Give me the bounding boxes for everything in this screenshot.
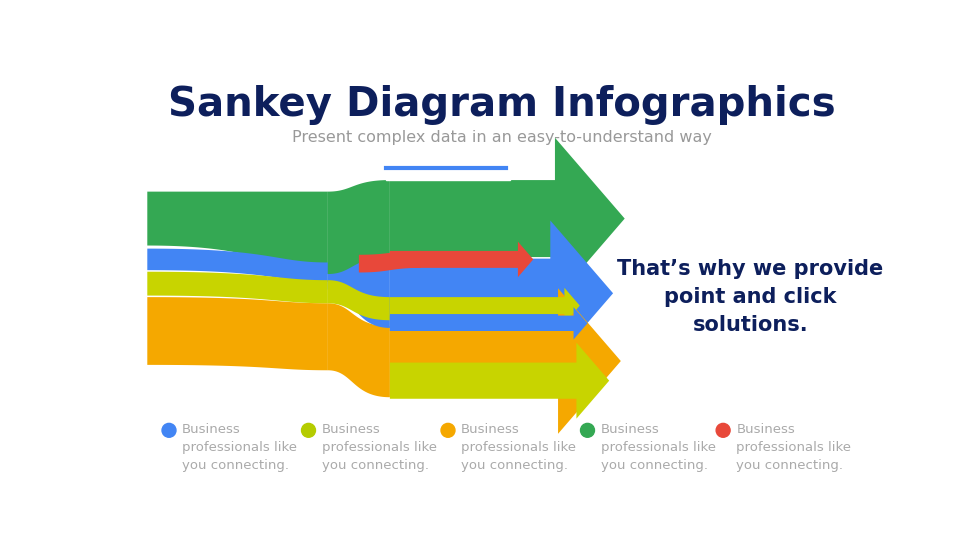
Polygon shape bbox=[147, 249, 328, 282]
Text: Business
professionals like
you connecting.: Business professionals like you connecti… bbox=[601, 423, 715, 472]
Polygon shape bbox=[390, 343, 610, 419]
Polygon shape bbox=[328, 303, 390, 397]
Polygon shape bbox=[390, 288, 580, 323]
Polygon shape bbox=[390, 220, 613, 366]
Text: Sankey Diagram Infographics: Sankey Diagram Infographics bbox=[169, 85, 836, 125]
Polygon shape bbox=[359, 251, 420, 273]
Polygon shape bbox=[147, 272, 328, 303]
Polygon shape bbox=[328, 280, 390, 320]
Polygon shape bbox=[328, 258, 390, 328]
Circle shape bbox=[302, 423, 316, 437]
Polygon shape bbox=[390, 288, 620, 434]
Circle shape bbox=[716, 423, 730, 437]
Text: Business
professionals like
you connecting.: Business professionals like you connecti… bbox=[462, 423, 576, 472]
Polygon shape bbox=[122, 66, 147, 490]
Text: Business
professionals like
you connecting.: Business professionals like you connecti… bbox=[182, 423, 297, 472]
Polygon shape bbox=[328, 180, 390, 274]
Circle shape bbox=[441, 423, 455, 437]
Polygon shape bbox=[386, 166, 510, 180]
Polygon shape bbox=[390, 138, 624, 299]
Text: Present complex data in an easy-to-understand way: Present complex data in an easy-to-under… bbox=[292, 130, 712, 145]
Polygon shape bbox=[390, 241, 533, 277]
Polygon shape bbox=[122, 66, 882, 159]
Circle shape bbox=[162, 423, 176, 437]
Text: That’s why we provide
point and click
solutions.: That’s why we provide point and click so… bbox=[617, 259, 883, 335]
Polygon shape bbox=[626, 66, 882, 490]
Polygon shape bbox=[390, 307, 587, 339]
Polygon shape bbox=[122, 401, 882, 490]
Polygon shape bbox=[147, 192, 328, 274]
Text: Business
professionals like
you connecting.: Business professionals like you connecti… bbox=[736, 423, 852, 472]
Circle shape bbox=[580, 423, 595, 437]
Polygon shape bbox=[147, 297, 328, 370]
Text: Business
professionals like
you connecting.: Business professionals like you connecti… bbox=[321, 423, 437, 472]
